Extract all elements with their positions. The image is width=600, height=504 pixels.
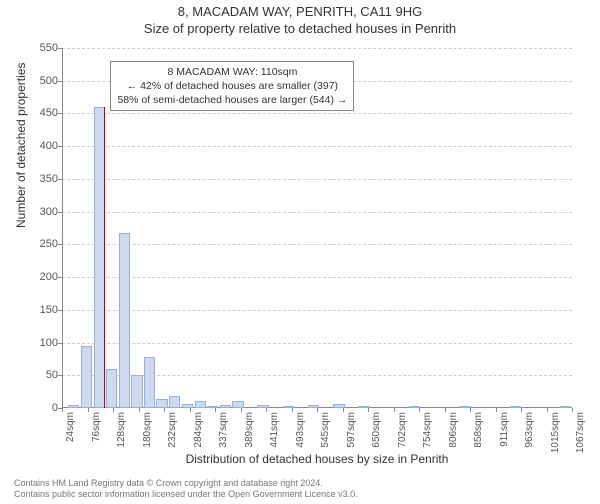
x-tick-mark (88, 408, 89, 412)
x-tick-label: 858sqm (473, 412, 484, 448)
grid-line (62, 310, 572, 311)
x-tick-mark (394, 408, 395, 412)
x-tick-label: 911sqm (499, 412, 510, 447)
annotation-line: ← 42% of detached houses are smaller (39… (117, 79, 347, 93)
histogram-bar (81, 346, 92, 408)
x-tick-label: 754sqm (422, 412, 433, 448)
x-tick-mark (266, 408, 267, 412)
x-tick-mark (241, 408, 242, 412)
x-tick-label: 337sqm (218, 412, 229, 448)
grid-line (62, 48, 572, 49)
x-tick-label: 1067sqm (575, 412, 586, 453)
y-tick-label: 550 (28, 42, 58, 54)
x-tick-label: 441sqm (269, 412, 280, 448)
x-tick-mark (368, 408, 369, 412)
histogram-bar (131, 375, 142, 408)
x-tick-label: 806sqm (448, 412, 459, 448)
x-tick-mark (343, 408, 344, 412)
y-tick-label: 150 (28, 304, 58, 316)
x-tick-label: 76sqm (91, 412, 102, 442)
x-tick-mark (190, 408, 191, 412)
x-tick-label: 493sqm (295, 412, 306, 448)
y-tick-label: 0 (28, 402, 58, 414)
x-tick-label: 1015sqm (550, 412, 561, 453)
grid-line (62, 277, 572, 278)
histogram-bar (119, 233, 130, 408)
y-tick-label: 50 (28, 369, 58, 381)
annotation-box: 8 MACADAM WAY: 110sqm← 42% of detached h… (110, 61, 354, 112)
x-tick-label: 650sqm (371, 412, 382, 448)
footer-line-2: Contains public sector information licen… (14, 489, 358, 500)
y-tick-label: 400 (28, 140, 58, 152)
grid-line (62, 212, 572, 213)
x-tick-mark (470, 408, 471, 412)
x-tick-mark (62, 408, 63, 412)
y-tick-label: 350 (28, 173, 58, 185)
histogram-bar (169, 396, 180, 408)
y-tick-label: 250 (28, 238, 58, 250)
footer-line-1: Contains HM Land Registry data © Crown c… (14, 478, 358, 489)
x-tick-label: 180sqm (142, 412, 153, 448)
histogram-bar (182, 404, 193, 408)
y-tick-label: 100 (28, 337, 58, 349)
histogram-bar (220, 405, 231, 408)
histogram-bar (68, 405, 79, 408)
histogram-bar (195, 401, 206, 408)
histogram-bar (510, 406, 521, 408)
y-tick-label: 500 (28, 75, 58, 87)
histogram-bar (232, 401, 243, 408)
x-tick-mark (139, 408, 140, 412)
x-tick-label: 963sqm (524, 412, 535, 448)
chart-title-sub: Size of property relative to detached ho… (0, 21, 600, 36)
histogram-bar (144, 357, 155, 408)
chart-title-main: 8, MACADAM WAY, PENRITH, CA11 9HG (0, 4, 600, 19)
grid-line (62, 343, 572, 344)
grid-line (62, 179, 572, 180)
histogram-bar (156, 399, 167, 408)
grid-line (62, 113, 572, 114)
x-tick-mark (113, 408, 114, 412)
x-tick-mark (292, 408, 293, 412)
histogram-bar (459, 406, 470, 408)
y-axis (62, 48, 63, 408)
x-tick-label: 702sqm (397, 412, 408, 448)
x-tick-label: 597sqm (346, 412, 357, 448)
x-tick-mark (572, 408, 573, 412)
annotation-line: 58% of semi-detached houses are larger (… (117, 93, 347, 107)
y-tick-label: 300 (28, 206, 58, 218)
grid-line (62, 244, 572, 245)
x-axis-label: Distribution of detached houses by size … (62, 452, 572, 466)
x-tick-mark (419, 408, 420, 412)
x-tick-mark (215, 408, 216, 412)
histogram-bar (560, 406, 571, 408)
histogram-bar (106, 369, 117, 408)
chart-plot-area: 05010015020025030035040045050055024sqm76… (62, 48, 572, 408)
x-tick-mark (547, 408, 548, 412)
histogram-bar (207, 406, 218, 408)
x-tick-label: 389sqm (244, 412, 255, 448)
y-tick-label: 200 (28, 271, 58, 283)
x-tick-mark (445, 408, 446, 412)
x-tick-label: 128sqm (116, 412, 127, 448)
annotation-line: 8 MACADAM WAY: 110sqm (117, 65, 347, 79)
x-tick-label: 232sqm (167, 412, 178, 448)
x-tick-mark (521, 408, 522, 412)
x-tick-mark (496, 408, 497, 412)
grid-line (62, 146, 572, 147)
y-tick-label: 450 (28, 107, 58, 119)
x-tick-mark (317, 408, 318, 412)
property-marker-line (104, 107, 105, 408)
y-axis-label: Number of detached properties (14, 63, 28, 228)
x-tick-label: 284sqm (193, 412, 204, 448)
x-tick-label: 24sqm (65, 412, 76, 442)
x-tick-label: 545sqm (320, 412, 331, 448)
x-tick-mark (164, 408, 165, 412)
footer-attribution: Contains HM Land Registry data © Crown c… (14, 478, 358, 500)
